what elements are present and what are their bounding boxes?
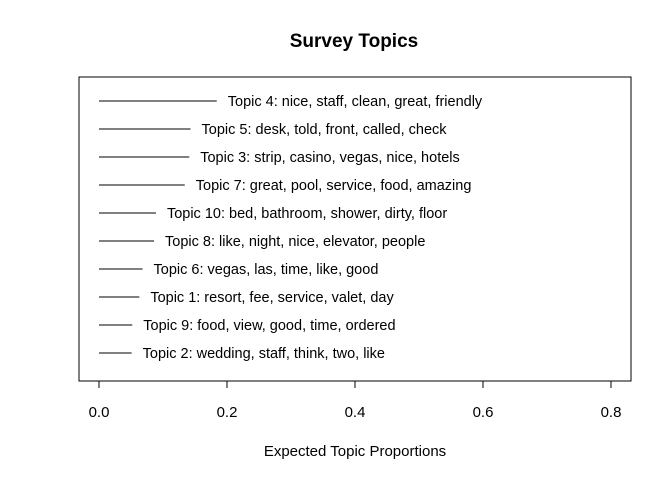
topic-label: Topic 6: vegas, las, time, like, good — [154, 262, 379, 278]
topic-label: Topic 9: food, view, good, time, ordered — [143, 318, 395, 334]
topic-label: Topic 4: nice, staff, clean, great, frie… — [228, 94, 483, 110]
topic-label: Topic 2: wedding, staff, think, two, lik… — [143, 346, 385, 362]
topic-labels: Topic 4: nice, staff, clean, great, frie… — [143, 94, 483, 362]
x-tick-label: 0.8 — [601, 404, 622, 421]
topic-bars — [99, 100, 217, 354]
x-tick-label: 0.4 — [345, 404, 366, 421]
chart-title: Survey Topics — [290, 31, 418, 52]
topic-label: Topic 7: great, pool, service, food, ama… — [196, 178, 472, 194]
x-axis: 0.0 0.2 0.4 0.6 0.8 — [89, 380, 622, 421]
topic-label: Topic 3: strip, casino, vegas, nice, hot… — [200, 150, 460, 166]
x-tick-label: 0.6 — [473, 404, 494, 421]
topic-label: Topic 8: like, night, nice, elevator, pe… — [165, 234, 425, 250]
topic-label: Topic 5: desk, told, front, called, chec… — [202, 122, 448, 138]
x-axis-label: Expected Topic Proportions — [264, 443, 446, 460]
topic-label: Topic 1: resort, fee, service, valet, da… — [150, 290, 394, 306]
x-tick-label: 0.2 — [217, 404, 238, 421]
x-tick-label: 0.0 — [89, 404, 110, 421]
topic-label: Topic 10: bed, bathroom, shower, dirty, … — [167, 206, 447, 222]
